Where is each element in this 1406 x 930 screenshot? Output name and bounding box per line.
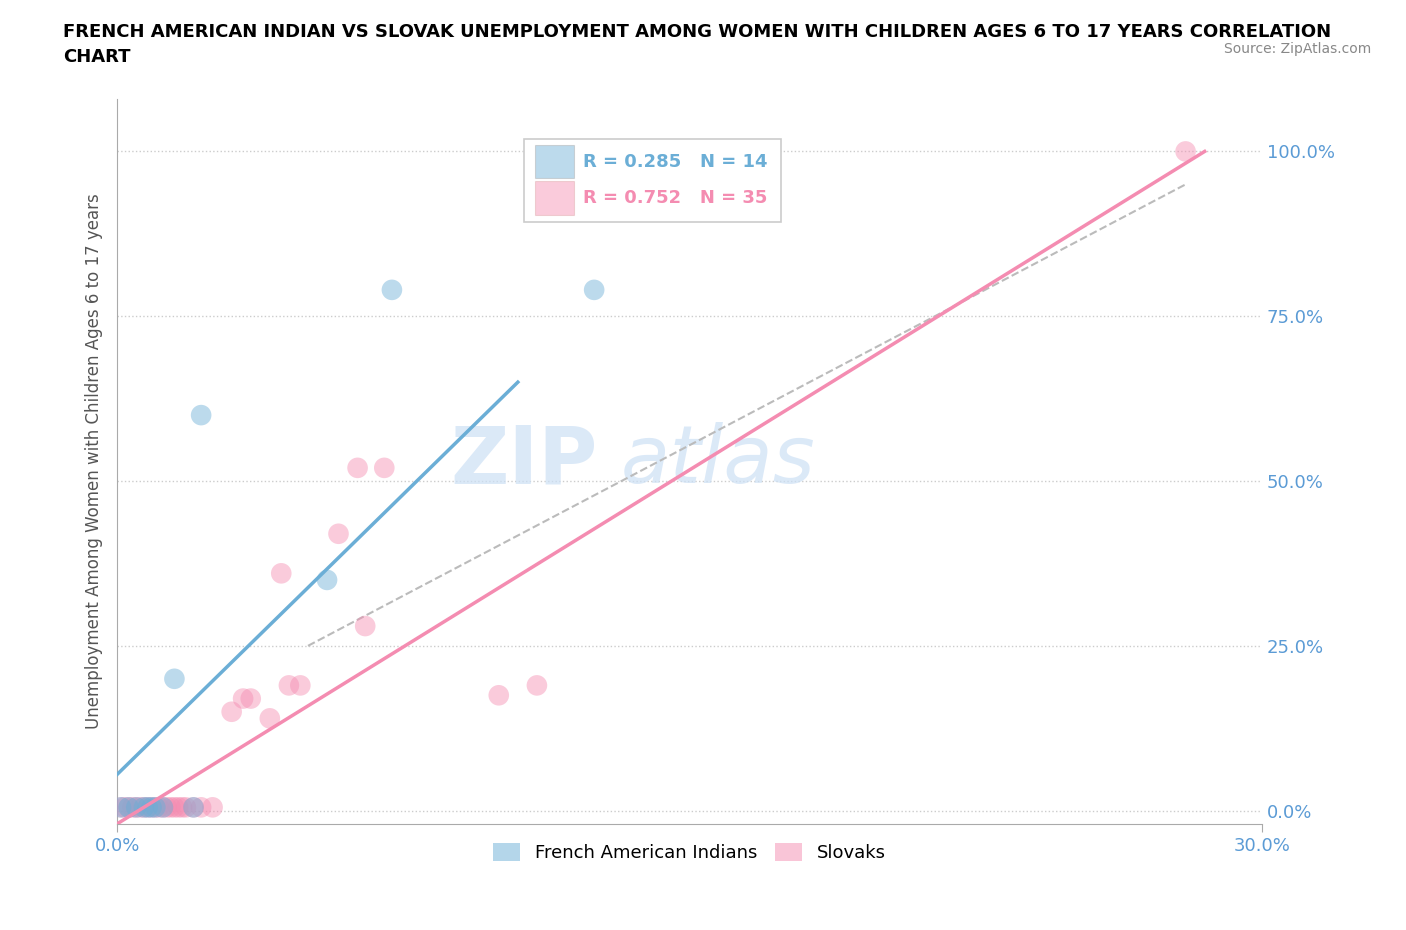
Point: [121, 800, 143, 815]
Point: [221, 704, 243, 719]
Text: Source: ZipAtlas.com: Source: ZipAtlas.com: [1223, 42, 1371, 56]
Point: [170, 800, 193, 815]
Point: [156, 800, 179, 815]
Point: [143, 800, 166, 815]
Point: [174, 800, 197, 815]
Point: [110, 800, 132, 815]
Point: [190, 407, 212, 422]
Point: [148, 800, 170, 815]
Point: [159, 800, 181, 815]
Text: FRENCH AMERICAN INDIAN VS SLOVAK UNEMPLOYMENT AMONG WOMEN WITH CHILDREN AGES 6 T: FRENCH AMERICAN INDIAN VS SLOVAK UNEMPLO…: [63, 23, 1331, 41]
Point: [163, 800, 186, 815]
Point: [1174, 144, 1197, 159]
Point: [152, 800, 174, 815]
FancyBboxPatch shape: [536, 145, 574, 179]
Point: [183, 800, 205, 815]
Text: ZIP: ZIP: [451, 422, 598, 500]
Point: [114, 800, 136, 815]
Point: [163, 671, 186, 686]
Text: CHART: CHART: [63, 48, 131, 66]
Point: [141, 800, 163, 815]
Point: [183, 800, 205, 815]
Text: R = 0.285   N = 14: R = 0.285 N = 14: [583, 153, 768, 171]
Point: [136, 800, 159, 815]
Point: [117, 800, 139, 815]
Point: [346, 460, 368, 475]
Text: R = 0.752   N = 35: R = 0.752 N = 35: [583, 189, 768, 207]
Point: [239, 691, 262, 706]
Point: [232, 691, 254, 706]
Legend: French American Indians, Slovaks: French American Indians, Slovaks: [486, 835, 893, 870]
Point: [125, 800, 148, 815]
Point: [132, 800, 155, 815]
Point: [129, 800, 152, 815]
Point: [190, 800, 212, 815]
Point: [136, 800, 159, 815]
Text: atlas: atlas: [621, 422, 815, 500]
FancyBboxPatch shape: [523, 139, 782, 222]
Point: [141, 800, 163, 815]
Point: [167, 800, 190, 815]
Point: [110, 800, 132, 815]
Point: [381, 283, 404, 298]
Point: [583, 283, 606, 298]
Point: [132, 800, 155, 815]
Point: [152, 800, 174, 815]
Point: [259, 711, 281, 725]
FancyBboxPatch shape: [536, 181, 574, 215]
Point: [143, 800, 166, 815]
Point: [316, 573, 339, 588]
Point: [373, 460, 395, 475]
Point: [328, 526, 350, 541]
Point: [290, 678, 312, 693]
Point: [277, 678, 299, 693]
Point: [201, 800, 224, 815]
Point: [526, 678, 548, 693]
Y-axis label: Unemployment Among Women with Children Ages 6 to 17 years: Unemployment Among Women with Children A…: [86, 193, 103, 729]
Point: [117, 800, 139, 815]
Point: [354, 618, 377, 633]
Point: [270, 565, 292, 580]
Point: [488, 688, 510, 703]
Point: [125, 800, 148, 815]
